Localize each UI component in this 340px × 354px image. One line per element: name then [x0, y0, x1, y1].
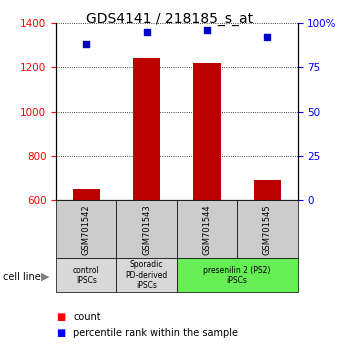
Text: ■: ■: [56, 312, 65, 322]
Bar: [193, 63, 221, 200]
Text: control
IPSCs: control IPSCs: [73, 266, 100, 285]
Text: GSM701542: GSM701542: [82, 204, 91, 255]
Text: GSM701545: GSM701545: [263, 204, 272, 255]
Point: [144, 29, 149, 35]
Bar: [116, 258, 177, 292]
Text: count: count: [73, 312, 101, 322]
Text: percentile rank within the sample: percentile rank within the sample: [73, 329, 238, 338]
Text: GDS4141 / 218185_s_at: GDS4141 / 218185_s_at: [86, 12, 254, 27]
Bar: [116, 200, 177, 258]
Bar: [56, 258, 116, 292]
Text: GSM701544: GSM701544: [203, 204, 211, 255]
Bar: [133, 58, 160, 200]
Bar: [177, 200, 237, 258]
Text: ▶: ▶: [41, 272, 49, 282]
Text: ■: ■: [56, 329, 65, 338]
Bar: [56, 200, 116, 258]
Bar: [177, 258, 298, 292]
Bar: [73, 189, 100, 200]
Text: presenilin 2 (PS2)
iPSCs: presenilin 2 (PS2) iPSCs: [203, 266, 271, 285]
Bar: [237, 200, 298, 258]
Point: [204, 27, 210, 33]
Point: [265, 34, 270, 40]
Text: Sporadic
PD-derived
iPSCs: Sporadic PD-derived iPSCs: [125, 260, 168, 290]
Text: GSM701543: GSM701543: [142, 204, 151, 255]
Text: cell line: cell line: [3, 272, 41, 282]
Point: [84, 41, 89, 47]
Bar: [254, 180, 281, 200]
